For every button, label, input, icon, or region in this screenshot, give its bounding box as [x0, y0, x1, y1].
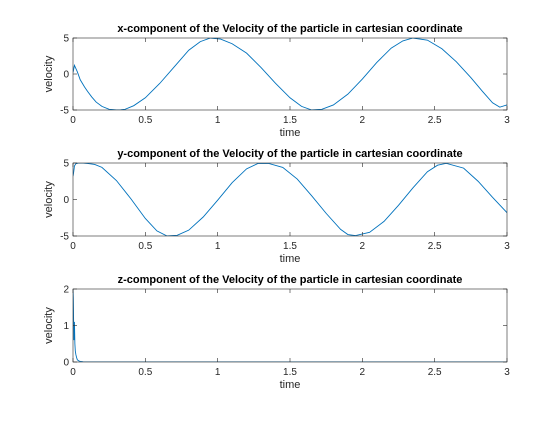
x-tick-label: 2	[360, 367, 366, 378]
x-tick-label: 3	[504, 115, 510, 126]
chart-title: z-component of the Velocity of the parti…	[118, 274, 463, 286]
x-tick-label: 0	[70, 115, 76, 126]
x-tick-label: 1.5	[283, 115, 297, 126]
y-tick-label: 0	[63, 358, 69, 369]
y-tick-label: -5	[60, 106, 69, 117]
x-tick-label: 2.5	[428, 241, 442, 252]
y-tick-label: 1	[63, 321, 69, 332]
x-tick-label: 0.5	[138, 241, 152, 252]
x-tick-label: 2	[360, 115, 366, 126]
series-line-1	[73, 163, 507, 236]
x-tick-label: 0	[70, 367, 76, 378]
y-axis-label: velocity	[43, 307, 55, 344]
y-tick-label: 0	[63, 70, 69, 81]
x-tick-label: 2	[360, 241, 366, 252]
chart-title: x-component of the Velocity of the parti…	[117, 23, 462, 35]
x-axis-label: time	[280, 253, 301, 265]
plot-area	[73, 289, 507, 362]
x-tick-label: 1	[215, 367, 221, 378]
y-axis-label: velocity	[43, 181, 55, 218]
y-tick-label: 5	[63, 159, 69, 170]
x-axis-label: time	[280, 127, 301, 139]
x-tick-label: 3	[504, 241, 510, 252]
y-tick-label: 0	[63, 195, 69, 206]
x-tick-label: 0	[70, 241, 76, 252]
chart-title: y-component of the Velocity of the parti…	[117, 148, 462, 160]
subplot-3: 0 0.5 1 1.5 2 2.5 3 0 1 2 z-component of the Veloc…	[43, 274, 510, 391]
x-tick-label: 2.5	[428, 115, 442, 126]
x-tick-label: 2.5	[428, 367, 442, 378]
x-axis-label: time	[280, 379, 301, 391]
y-tick-label: 2	[63, 285, 69, 296]
x-tick-label: 1.5	[283, 241, 297, 252]
x-tick-label: 1	[215, 115, 221, 126]
series-line-1	[73, 38, 507, 110]
y-tick-label: -5	[60, 232, 69, 243]
plot-area	[73, 163, 507, 236]
x-tick-label: 3	[504, 367, 510, 378]
x-tick-label: 1.5	[283, 367, 297, 378]
y-tick-label: 5	[63, 34, 69, 45]
x-tick-label: 0.5	[138, 115, 152, 126]
series-line-1	[73, 289, 507, 362]
x-tick-label: 0.5	[138, 367, 152, 378]
x-tick-label: 1	[215, 241, 221, 252]
y-axis-label: velocity	[43, 55, 55, 92]
